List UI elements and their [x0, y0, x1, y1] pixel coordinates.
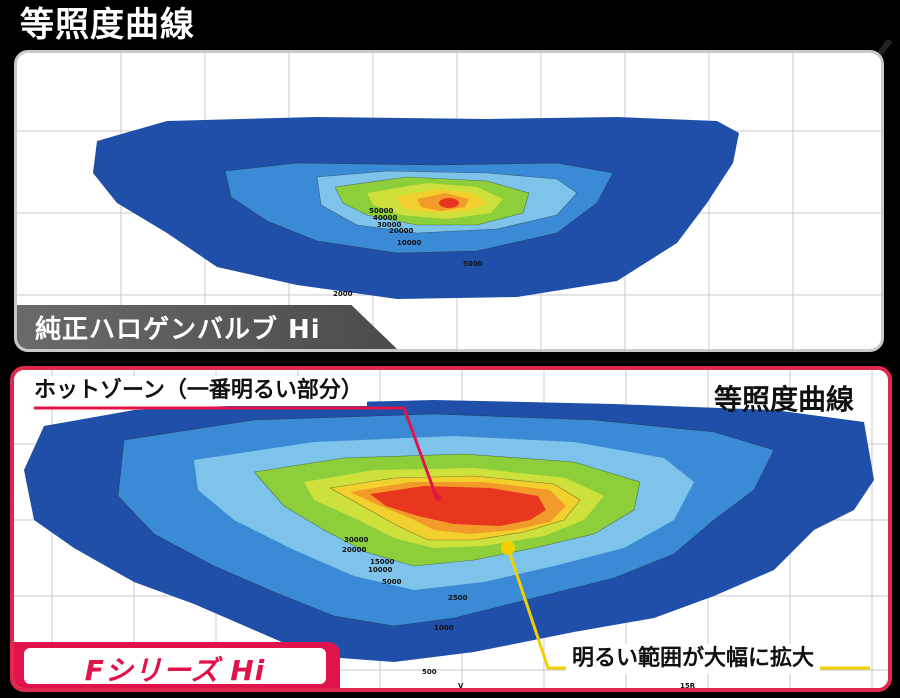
label-5000: 5000	[382, 578, 402, 586]
label-20000: 20000	[342, 546, 366, 554]
label-10000: 10000	[368, 566, 392, 574]
label-10000: 10000	[397, 239, 421, 247]
label-15000: 15000	[370, 558, 394, 566]
label-40000: 40000	[373, 214, 397, 222]
label-20000: 20000	[389, 227, 413, 235]
halogen-isolux-plot: 50000 40000 30000 20000 10000 5000 2000	[17, 53, 881, 349]
hotzone-callout: ホットゾーン（一番明るい部分）	[30, 376, 367, 406]
label-2000: 2000	[333, 290, 353, 298]
label-30000: 30000	[344, 536, 368, 544]
axis-mark-15r: 15R	[680, 682, 696, 690]
label-2500: 2500	[448, 594, 468, 602]
label-5000: 5000	[463, 260, 483, 268]
halogen-isolux-panel: 50000 40000 30000 20000 10000 5000 2000 …	[14, 50, 884, 352]
label-500: 500	[422, 668, 437, 676]
label-50000: 50000	[369, 207, 393, 215]
page-title: 等照度曲線	[20, 5, 195, 45]
label-30000: 30000	[377, 221, 401, 229]
axis-mark-v: V	[458, 682, 464, 690]
label-1000: 1000	[434, 624, 454, 632]
isolux-peak	[439, 198, 459, 208]
contour-lines	[224, 162, 614, 254]
wide-range-callout: 明るい範囲が大幅に拡大	[566, 644, 821, 674]
f-series-tag-label: Fシリーズ Hi	[84, 654, 266, 687]
halogen-tag: 純正ハロゲンバルブ Hi	[17, 305, 397, 349]
halogen-tag-label: 純正ハロゲンバルブ Hi	[35, 315, 321, 345]
f-series-tag: Fシリーズ Hi	[14, 642, 340, 688]
bottom-panel-title: 等照度曲線	[714, 383, 855, 416]
